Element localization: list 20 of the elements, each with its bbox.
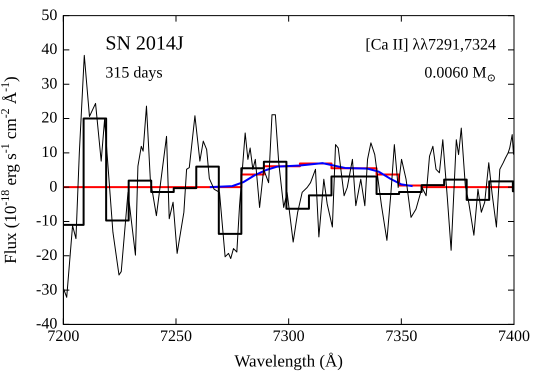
annotation: [Ca II] λλ7291,7324: [365, 36, 496, 54]
y-tick-label: 30: [41, 75, 58, 92]
y-tick-label: 40: [41, 41, 58, 58]
x-tick-label: 7350: [385, 328, 418, 346]
y-tick-label: 10: [41, 144, 58, 162]
x-tick-label: 7400: [498, 328, 530, 346]
y-tick-label: -20: [36, 246, 58, 264]
text: Flux (10-18 erg s-1 cm-2 Å-1): [0, 76, 20, 264]
y-tick-label: 0: [49, 178, 58, 196]
x-tick-label: 7300: [272, 328, 305, 346]
annotation: SN 2014J: [105, 32, 184, 55]
annotation: 0.0060 M⊙: [424, 64, 496, 85]
annotation: 315 days: [105, 64, 163, 82]
y-tick-label: -10: [36, 212, 58, 230]
x-tick-label: 7250: [160, 328, 192, 346]
x-tick-label: 7200: [47, 328, 80, 346]
y-tick-label: -30: [36, 281, 58, 298]
y-tick-label: 20: [41, 110, 58, 127]
y-tick-label: 50: [41, 6, 58, 24]
x-axis-title: Wavelength (Å): [234, 351, 343, 370]
